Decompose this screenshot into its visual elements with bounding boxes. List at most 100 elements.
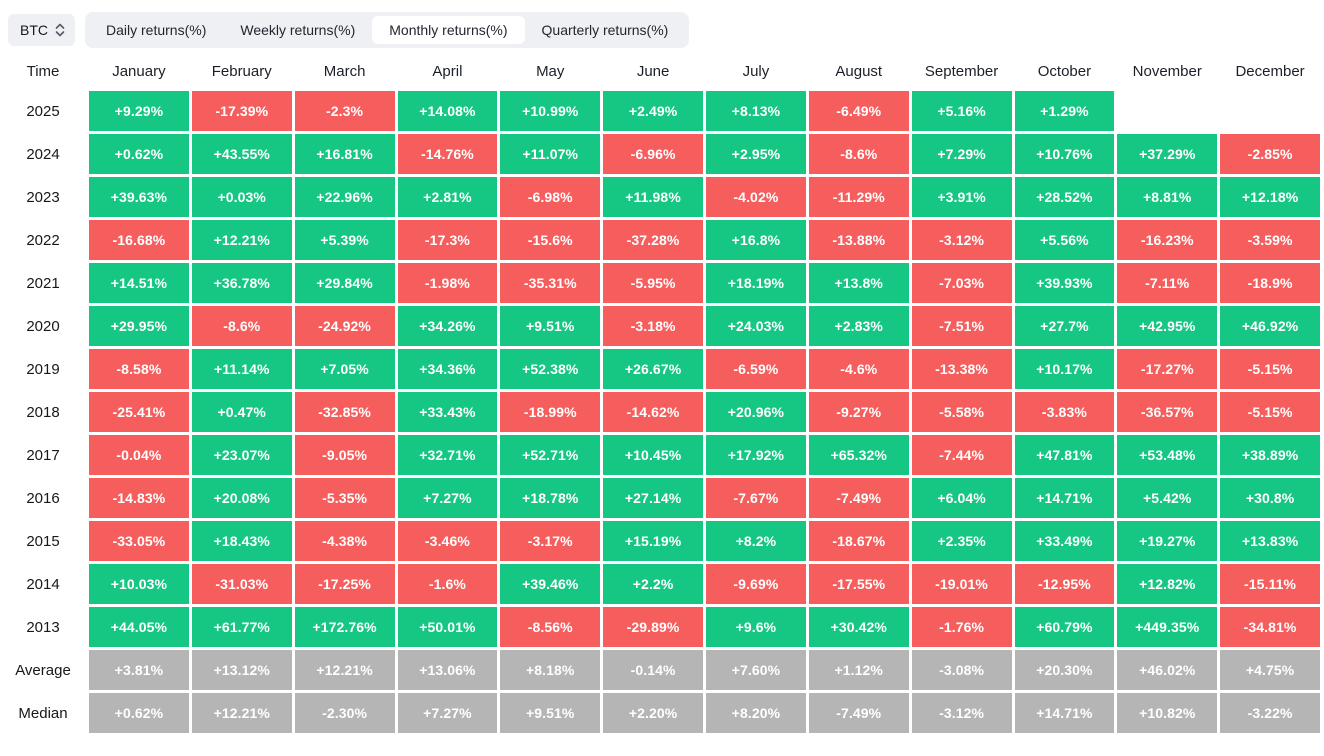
return-cell-2014-june: +2.2% [603,564,703,604]
return-cell-2016-june: +27.14% [603,478,703,518]
return-cell-2013-january: +44.05% [89,607,189,647]
return-cell-2024-august: -8.6% [808,134,909,174]
return-cell-2018-april: +33.43% [397,392,498,432]
return-cell-2018-june: -14.62% [603,392,703,432]
return-cell-2015-april: -3.46% [397,521,498,561]
return-cell-2019-september: -13.38% [911,349,1012,389]
return-cell-2024-march: +16.81% [294,134,395,174]
column-header-november: November [1132,62,1202,80]
row-label: 2015 [26,532,60,550]
column-header-december: December [1235,62,1305,80]
return-cell-2022-february: +12.21% [191,220,292,260]
return-cell-median-december: -3.22% [1220,693,1320,733]
return-cell-2015-september: +2.35% [911,521,1012,561]
return-cell-2025-november [1117,91,1217,131]
tab-daily-returns[interactable]: Daily returns(%) [106,22,207,38]
return-cell-2013-october: +60.79% [1014,607,1115,647]
return-cell-2018-july: +20.96% [706,392,806,432]
return-cell-2022-july: +16.8% [706,220,806,260]
return-cell-2018-november: -36.57% [1117,392,1218,432]
column-header-august: August [835,62,883,80]
tabs: Daily returns(%) Weekly returns(%) Monthly… [85,12,690,48]
return-cell-2017-january: -0.04% [89,435,189,475]
return-cell-median-may: +9.51% [500,693,601,733]
return-cell-2021-september: -7.03% [911,263,1012,303]
table-header-row: Time January February March April May June Jul… [0,53,1320,89]
return-cell-2015-january: -33.05% [89,521,189,561]
return-cell-median-november: +10.82% [1117,693,1218,733]
return-cell-2022-september: -3.12% [911,220,1012,260]
return-cell-2016-march: -5.35% [294,478,395,518]
toolbar: BTC Daily returns(%) Weekly returns(%) Mon… [8,12,1324,48]
return-cell-2021-january: +14.51% [89,263,189,303]
return-cell-average-september: -3.08% [911,650,1012,690]
table-row-2024: 2024 +0.62% +43.55% +16.81% -14.76% +11.07% -6… [0,134,1320,174]
return-cell-2024-june: -6.96% [603,134,703,174]
return-cell-2025-january: +9.29% [89,91,189,131]
row-label: 2020 [26,317,60,335]
table-row-2014: 2014 +10.03% -31.03% -17.25% -1.6% +39.46% +2.… [0,564,1320,604]
time-column-header: Time [26,62,60,80]
return-cell-2014-september: -19.01% [911,564,1012,604]
return-cell-2016-may: +18.78% [500,478,601,518]
return-cell-2015-october: +33.49% [1014,521,1115,561]
table-row-2021: 2021 +14.51% +36.78% +29.84% -1.98% -35.31% -5… [0,263,1320,303]
return-cell-average-november: +46.02% [1117,650,1218,690]
return-cell-2024-january: +0.62% [89,134,189,174]
return-cell-2021-april: -1.98% [397,263,498,303]
table-row-2013: 2013 +44.05% +61.77% +172.76% +50.01% -8.56% -… [0,607,1320,647]
return-cell-2021-november: -7.11% [1117,263,1218,303]
table-row-2020: 2020 +29.95% -8.6% -24.92% +34.26% +9.51% -3.1… [0,306,1320,346]
return-cell-2013-april: +50.01% [397,607,498,647]
return-cell-2020-august: +2.83% [808,306,909,346]
return-cell-2023-september: +3.91% [911,177,1012,217]
return-cell-2018-may: -18.99% [500,392,601,432]
return-cell-2022-may: -15.6% [500,220,601,260]
column-header-february: February [211,62,272,80]
return-cell-2017-april: +32.71% [397,435,498,475]
return-cell-2019-june: +26.67% [603,349,703,389]
return-cell-2018-september: -5.58% [911,392,1012,432]
return-cell-2020-february: -8.6% [191,306,292,346]
return-cell-2023-march: +22.96% [294,177,395,217]
tab-monthly-returns[interactable]: Monthly returns(%) [372,16,525,44]
return-cell-2022-december: -3.59% [1220,220,1320,260]
return-cell-average-may: +8.18% [500,650,601,690]
return-cell-2015-august: -18.67% [808,521,909,561]
tab-quarterly-returns[interactable]: Quarterly returns(%) [541,22,669,38]
return-cell-2016-november: +5.42% [1117,478,1218,518]
column-header-march: March [323,62,366,80]
return-cell-2018-october: -3.83% [1014,392,1115,432]
return-cell-average-august: +1.12% [808,650,909,690]
return-cell-2014-april: -1.6% [397,564,498,604]
return-cell-2021-march: +29.84% [294,263,395,303]
return-cell-2015-july: +8.2% [706,521,806,561]
return-cell-2022-april: -17.3% [397,220,498,260]
symbol-select[interactable]: BTC [8,14,75,46]
return-cell-2025-october: +1.29% [1014,91,1115,131]
table-body: 2025 +9.29% -17.39% -2.3% +14.08% +10.99% +2.4… [0,91,1320,733]
return-cell-2014-october: -12.95% [1014,564,1115,604]
column-header-october: October [1037,62,1092,80]
return-cell-2020-july: +24.03% [706,306,806,346]
return-cell-2025-august: -6.49% [808,91,909,131]
row-label: 2021 [26,274,60,292]
return-cell-2013-february: +61.77% [191,607,292,647]
table-row-2017: 2017 -0.04% +23.07% -9.05% +32.71% +52.71% +10… [0,435,1320,475]
return-cell-2022-august: -13.88% [808,220,909,260]
return-cell-2022-march: +5.39% [294,220,395,260]
row-label: 2017 [26,446,60,464]
return-cell-2023-july: -4.02% [706,177,806,217]
return-cell-2021-october: +39.93% [1014,263,1115,303]
return-cell-2025-december [1220,91,1320,131]
return-cell-2019-august: -4.6% [808,349,909,389]
return-cell-2016-april: +7.27% [397,478,498,518]
return-cell-2020-october: +27.7% [1014,306,1115,346]
table-row-2025: 2025 +9.29% -17.39% -2.3% +14.08% +10.99% +2.4… [0,91,1320,131]
row-label: Average [15,661,71,679]
table-row-median: Median +0.62% +12.21% -2.30% +7.27% +9.51% +2.… [0,693,1320,733]
return-cell-average-june: -0.14% [603,650,703,690]
table-row-2015: 2015 -33.05% +18.43% -4.38% -3.46% -3.17% +15.… [0,521,1320,561]
tab-weekly-returns[interactable]: Weekly returns(%) [240,22,356,38]
return-cell-2015-may: -3.17% [500,521,601,561]
